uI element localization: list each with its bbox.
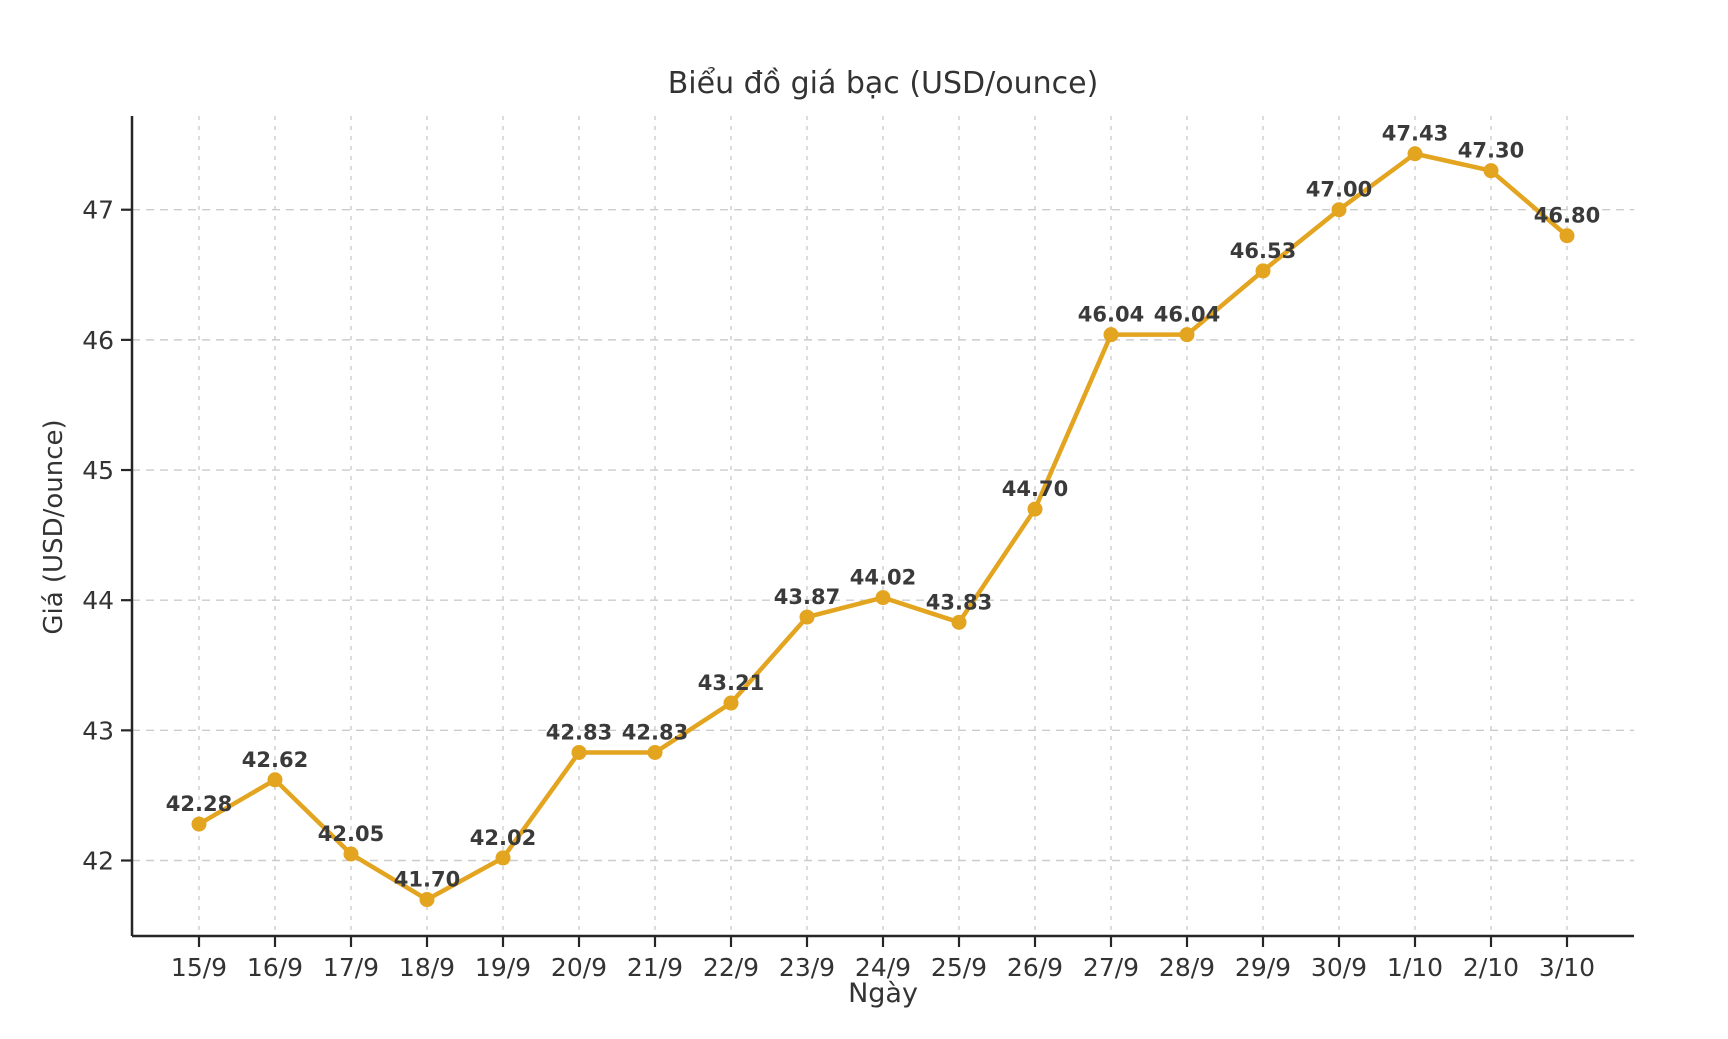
data-point-label-8: 43.87 [774,585,840,609]
data-point-label-14: 46.53 [1230,239,1296,263]
data-point-7 [723,695,739,711]
data-point-2 [343,846,359,862]
data-point-10 [951,614,967,630]
y-tick-label-43: 43 [82,716,114,745]
x-tick-label-17: 2/10 [1463,953,1519,982]
y-tick-label-47: 47 [82,196,114,225]
data-point-14 [1255,263,1271,279]
data-point-16 [1407,146,1423,162]
x-axis-title: Ngày [848,978,918,1009]
x-tick-label-14: 29/9 [1235,953,1291,982]
x-tick-label-0: 15/9 [171,953,227,982]
data-point-17 [1483,163,1499,179]
data-point-11 [1027,501,1043,517]
x-tick-label-4: 19/9 [475,953,531,982]
data-point-label-13: 46.04 [1154,303,1220,327]
data-point-label-18: 46.80 [1534,204,1600,228]
y-axis-title: Giá (USD/ounce) [39,419,69,635]
y-tick-label-45: 45 [82,456,114,485]
data-point-label-5: 42.83 [546,720,612,744]
data-point-label-9: 44.02 [850,566,916,590]
x-tick-label-13: 28/9 [1159,953,1215,982]
data-point-label-0: 42.28 [166,792,232,816]
data-point-6 [647,744,663,760]
x-tick-label-8: 23/9 [779,953,835,982]
data-point-15 [1331,202,1347,218]
data-point-label-15: 47.00 [1306,178,1372,202]
data-point-label-11: 44.70 [1002,477,1068,501]
x-tick-label-10: 25/9 [931,953,987,982]
y-tick-label-44: 44 [82,586,114,615]
x-tick-label-1: 16/9 [247,953,303,982]
x-tick-label-15: 30/9 [1311,953,1367,982]
data-point-5 [571,744,587,760]
x-tick-label-9: 24/9 [855,953,911,982]
data-point-label-12: 46.04 [1078,303,1144,327]
data-point-label-10: 43.83 [926,590,992,614]
x-tick-label-3: 18/9 [399,953,455,982]
x-tick-label-2: 17/9 [323,953,379,982]
x-tick-label-7: 22/9 [703,953,759,982]
data-point-label-3: 41.70 [394,868,460,892]
data-point-9 [875,590,891,606]
y-tick-label-46: 46 [82,326,114,355]
data-point-12 [1103,327,1119,343]
data-point-label-6: 42.83 [622,720,688,744]
x-tick-label-5: 20/9 [551,953,607,982]
x-tick-label-18: 3/10 [1539,953,1595,982]
data-point-label-7: 43.21 [698,671,764,695]
data-point-label-1: 42.62 [242,748,308,772]
data-point-13 [1179,327,1195,343]
data-point-label-4: 42.02 [470,826,536,850]
data-point-8 [799,609,815,625]
x-tick-label-12: 27/9 [1083,953,1139,982]
y-tick-label-42: 42 [82,847,114,876]
data-point-label-17: 47.30 [1458,139,1524,163]
chart-title: Biểu đồ giá bạc (USD/ounce) [667,66,1099,101]
data-point-3 [419,892,435,908]
x-tick-label-16: 1/10 [1387,953,1443,982]
data-point-label-2: 42.05 [318,822,384,846]
data-point-18 [1559,228,1575,244]
data-point-0 [191,816,207,832]
data-point-4 [495,850,511,866]
data-point-label-16: 47.43 [1382,122,1448,146]
data-point-1 [267,772,283,788]
x-tick-label-11: 26/9 [1007,953,1063,982]
x-tick-label-6: 21/9 [627,953,683,982]
